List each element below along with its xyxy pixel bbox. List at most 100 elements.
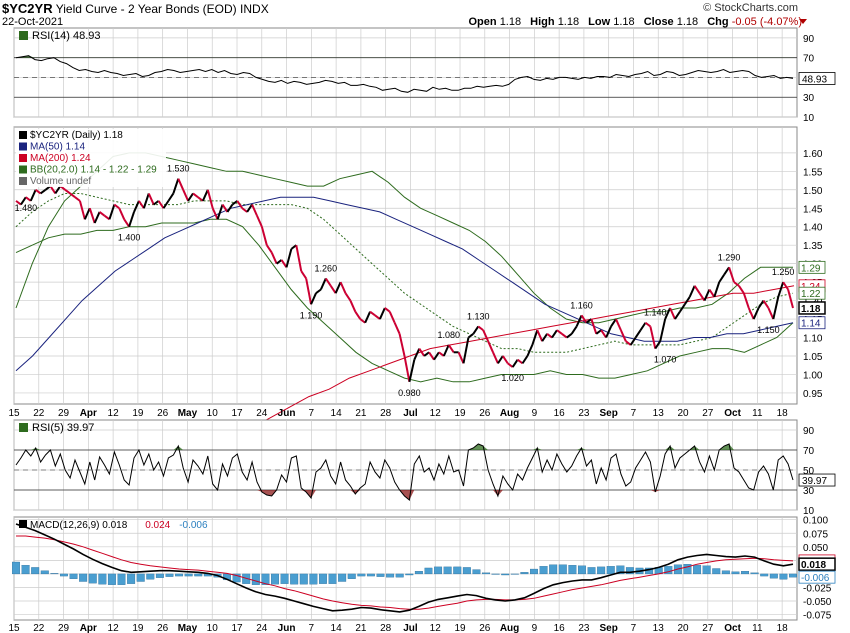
price-line-segment (295, 244, 303, 272)
price-xtick: 19 (132, 408, 144, 419)
chg-value: -0.05 (-4.07%) (731, 16, 802, 28)
price-legend-entry: MA(200) 1.24 (30, 153, 91, 164)
price-annotation: 1.140 (644, 308, 667, 318)
price-line-segment (153, 200, 160, 206)
price-xtick: 14 (331, 408, 343, 419)
price-right-box (798, 301, 826, 315)
macd-histogram-bar (98, 573, 107, 585)
macd-histogram-bar (501, 573, 510, 576)
bb-lower-line (15, 218, 794, 383)
macd-xtick: 28 (380, 623, 392, 633)
price-legend-swatch (19, 142, 27, 151)
rsi5-last-box (798, 473, 836, 487)
price-legend-entry: BB(20,2.0) 1.14 - 1.22 - 1.29 (30, 165, 157, 176)
price-line-segment (782, 281, 789, 291)
price-line-segment (88, 207, 96, 224)
price-xtick: 12 (108, 408, 120, 419)
price-annotation: 1.530 (167, 164, 190, 174)
price-line-segment (767, 307, 775, 320)
macd-histogram-bar (357, 573, 366, 577)
price-line-segment (344, 292, 352, 302)
price-line-segment (256, 215, 263, 228)
price-annotation: 1.190 (300, 310, 323, 320)
price-line-segment (693, 285, 701, 294)
security-name: Yield Curve - 2 Year Bonds (EOD) (55, 2, 237, 16)
price-annotation: 1.160 (570, 300, 593, 310)
macd-xtick: Sep (600, 623, 618, 633)
rsi14-frame (13, 27, 798, 118)
macd-histogram-bar (386, 573, 395, 578)
macd-histogram-bar (606, 566, 615, 575)
price-line-segment (708, 288, 716, 298)
rsi5-legend-swatch (19, 423, 28, 432)
macd-histogram-bar (127, 573, 136, 584)
price-legend-swatch (19, 165, 27, 174)
price-line-segment (477, 325, 484, 331)
price-line-segment (536, 329, 544, 342)
macd-ytick: 0.075 (803, 529, 828, 540)
price-line-segment (118, 207, 126, 220)
price-line-segment (551, 329, 558, 339)
price-line-segment (241, 207, 248, 213)
macd-histogram-bar (482, 572, 491, 575)
price-line-segment (300, 270, 307, 279)
macd-histogram-bar (328, 573, 337, 584)
macd-histogram-bar (88, 573, 97, 584)
price-line-segment (324, 277, 332, 287)
price-line-segment (546, 333, 553, 339)
price-annotation: 1.130 (467, 311, 490, 321)
macd-histogram-bar (280, 573, 289, 584)
macd-histogram-bar (251, 573, 260, 585)
macd-histogram-bar (40, 570, 49, 575)
price-line-segment (364, 311, 371, 324)
close-label: Close (643, 16, 674, 28)
price-line-segment (467, 333, 474, 339)
macd-xtick: 7 (631, 623, 637, 633)
price-ytick: 1.60 (803, 149, 823, 160)
price-line-segment (83, 207, 91, 220)
price-xtick: Aug (500, 408, 519, 419)
price-ytick: 1.10 (803, 334, 823, 345)
price-line-segment (752, 307, 760, 320)
macd-histogram-bar (760, 573, 769, 577)
price-line-segment (605, 326, 612, 338)
price-line-segment (157, 200, 165, 209)
macd-ytick: -0.075 (803, 611, 832, 622)
macd-signal-line (16, 535, 794, 610)
macd-histogram-bar (731, 571, 740, 575)
price-line-segment (703, 289, 711, 301)
macd-xtick: Jul (403, 623, 418, 633)
price-line-segment (54, 185, 62, 195)
macd-histogram-bar (558, 564, 567, 575)
price-line-segment (634, 329, 642, 339)
macd-ytick: 0.100 (803, 516, 828, 527)
macd-ytick: -0.025 (803, 583, 832, 594)
price-xtick: 9 (532, 408, 538, 419)
macd-histogram-bar (616, 565, 625, 575)
price-line-segment (142, 193, 150, 209)
rsi14-legend-swatch (19, 31, 28, 40)
symbol: $YC2YR (2, 1, 53, 16)
macd-xtick: 10 (207, 623, 219, 633)
macd-histogram-bar (789, 573, 797, 578)
price-line-segment (674, 311, 681, 320)
price-xtick: 20 (677, 408, 689, 419)
macd-xtick: 11 (752, 623, 763, 633)
price-line-segment (339, 281, 347, 294)
price-line-segment (747, 307, 755, 320)
price-ytick: 1.45 (803, 204, 823, 215)
chart-date: 22-Oct-2021 (2, 16, 64, 28)
price-legend-swatch (19, 154, 27, 162)
price-line-segment (319, 278, 327, 290)
price-line-segment (398, 333, 406, 357)
price-line-segment (442, 344, 450, 357)
price-line-segment (511, 359, 519, 368)
price-line-segment (280, 259, 288, 268)
price-line-segment (738, 285, 745, 294)
macd-histogram-bar (194, 573, 203, 577)
rsi14-ytick: 90 (803, 34, 815, 45)
macd-xtick: Apr (80, 623, 97, 633)
macd-xtick: 15 (8, 623, 20, 633)
price-xtick: Oct (724, 408, 741, 419)
macd-legend-entry: 0.024 (145, 520, 170, 531)
